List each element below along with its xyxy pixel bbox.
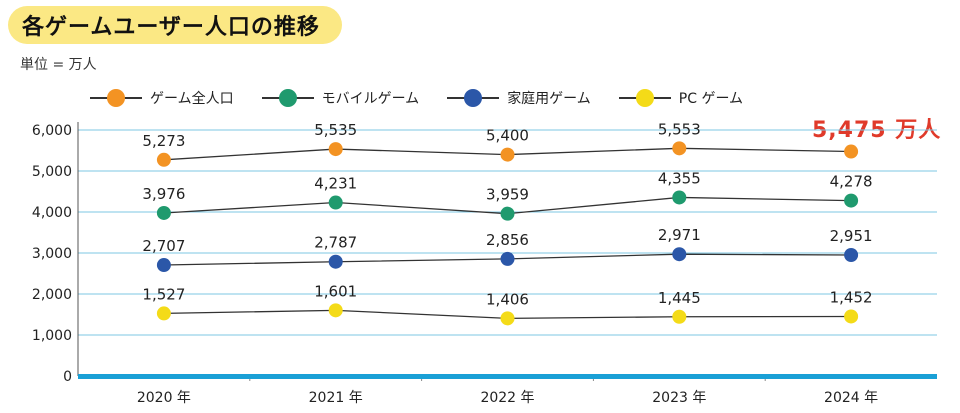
data-label: 4,278 — [830, 173, 873, 191]
data-point — [672, 247, 687, 262]
data-point — [500, 251, 515, 266]
chart-title: 各ゲームユーザー人口の推移 — [22, 15, 320, 40]
data-point — [844, 144, 859, 159]
legend-marker — [618, 88, 671, 108]
legend-item-mobile: モバイルゲーム — [261, 88, 420, 108]
legend-marker — [90, 88, 142, 108]
legend-marker — [447, 88, 500, 108]
legend-label: PC ゲーム — [678, 91, 744, 107]
data-point — [672, 190, 687, 205]
title-banner: 各ゲームユーザー人口の推移 — [8, 6, 342, 44]
data-label: 1,406 — [486, 290, 529, 308]
data-point — [672, 141, 687, 156]
y-tick-label: 1,000 — [32, 328, 72, 344]
data-label: 1,601 — [314, 282, 357, 300]
data-label: 3,976 — [142, 185, 185, 203]
data-point — [500, 206, 515, 221]
data-label: 4,231 — [314, 175, 357, 193]
data-label: 5,273 — [142, 132, 185, 150]
x-tick-label: 2020 年 — [137, 390, 191, 406]
x-axis — [78, 374, 937, 379]
data-label: 2,951 — [830, 227, 873, 245]
data-point — [500, 311, 515, 326]
data-point — [156, 152, 171, 167]
data-point — [844, 309, 859, 324]
data-point — [500, 147, 515, 162]
y-tick-label: 0 — [63, 369, 72, 385]
y-tick-label: 5,000 — [32, 164, 72, 180]
data-point — [844, 193, 859, 208]
x-tick-label: 2021 年 — [309, 390, 363, 406]
legend-label: モバイルゲーム — [321, 91, 420, 107]
data-label: 1,527 — [142, 285, 185, 303]
data-label: 1,452 — [830, 288, 873, 306]
data-point — [328, 195, 343, 210]
x-tick-label: 2022 年 — [480, 390, 534, 406]
data-label: 2,971 — [658, 226, 701, 244]
data-label: 3,959 — [486, 186, 529, 204]
y-tick-label: 4,000 — [32, 205, 72, 221]
unit-label: 単位 = 万人 — [20, 57, 97, 73]
legend-marker — [261, 88, 314, 108]
data-point — [844, 248, 859, 263]
data-point — [156, 306, 171, 321]
y-tick-label: 2,000 — [32, 287, 72, 303]
data-label: 2,856 — [486, 231, 529, 249]
legend: ゲーム全人口 モバイルゲーム 家庭用ゲーム PC ゲーム — [90, 88, 743, 108]
data-label: 5,400 — [486, 127, 529, 145]
data-label: 5,553 — [658, 120, 701, 138]
data-label: 2,707 — [142, 237, 185, 255]
data-point — [672, 309, 687, 324]
data-point — [156, 258, 171, 273]
data-point — [328, 254, 343, 269]
x-tick-label: 2024 年 — [824, 390, 878, 406]
data-label: 4,355 — [658, 169, 701, 187]
y-tick-label: 3,000 — [32, 246, 72, 262]
data-point — [328, 142, 343, 157]
legend-item-console: 家庭用ゲーム — [447, 88, 591, 108]
legend-item-pc: PC ゲーム — [618, 88, 744, 108]
legend-label: 家庭用ゲーム — [507, 91, 591, 107]
y-tick-label: 6,000 — [32, 123, 72, 139]
x-tick-label: 2023 年 — [652, 390, 706, 406]
legend-label: ゲーム全人口 — [150, 91, 234, 107]
data-label: 1,445 — [658, 289, 701, 307]
data-label: 5,535 — [314, 121, 357, 139]
data-point — [328, 303, 343, 318]
legend-item-total: ゲーム全人口 — [90, 88, 234, 108]
data-label: 2,787 — [314, 234, 357, 252]
data-point — [156, 205, 171, 220]
